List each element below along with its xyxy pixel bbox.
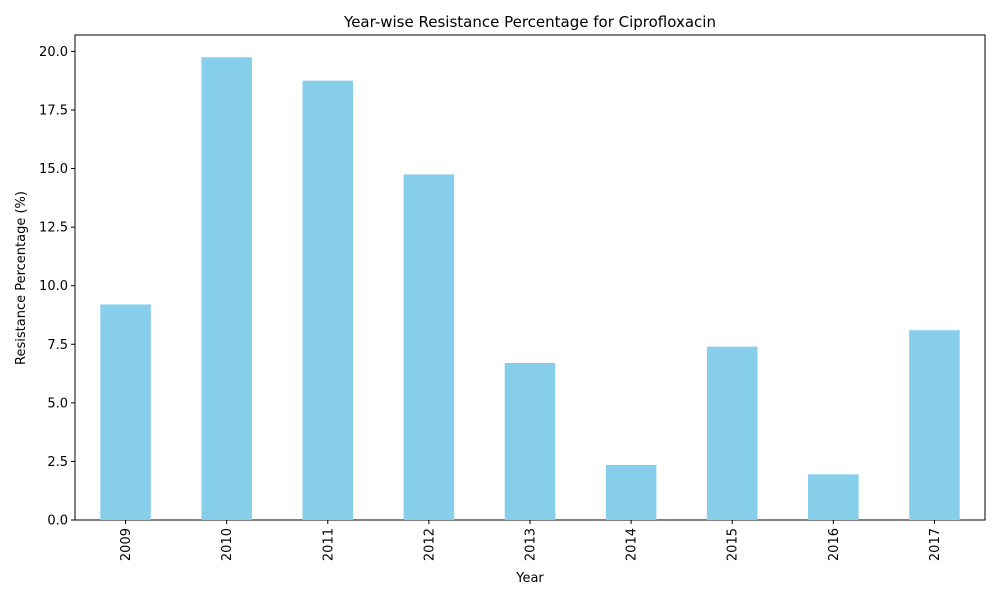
y-tick-label: 2.5	[47, 455, 68, 470]
x-tick-label: 2015	[726, 528, 741, 561]
y-tick-label: 5.0	[47, 396, 68, 411]
bar-2014	[605, 464, 657, 520]
y-axis-title: Resistance Percentage (%)	[14, 191, 29, 365]
x-tick-label: 2013	[524, 528, 539, 561]
x-axis: 2009 2010 2011 2012 2013 2014 2015 2016 2017	[119, 520, 943, 561]
bar-2016	[808, 474, 859, 520]
bar-2015	[706, 346, 758, 520]
x-tick-label: 2010	[220, 528, 235, 561]
x-tick-label: 2009	[119, 528, 134, 561]
x-tick-label: 2014	[625, 528, 640, 561]
bar-2010	[201, 57, 252, 520]
y-tick-label: 20.0	[39, 45, 68, 60]
bar-2013	[504, 363, 556, 520]
x-tick-label: 2012	[422, 528, 437, 561]
bar-2012	[403, 174, 455, 521]
y-axis: 0.0 2.5 5.0 7.5 10.0 12.5 15.0 17.5 20.0	[39, 45, 75, 529]
y-tick-label: 0.0	[47, 514, 68, 529]
y-tick-label: 7.5	[47, 338, 68, 353]
y-tick-label: 10.0	[39, 279, 68, 294]
chart-title: Year-wise Resistance Percentage for Cipr…	[343, 13, 716, 31]
bars	[100, 57, 960, 521]
x-tick-label: 2011	[321, 528, 336, 561]
bar-2011	[302, 80, 354, 520]
bar-2017	[909, 330, 960, 520]
bar-2009	[100, 304, 151, 520]
y-tick-label: 15.0	[39, 162, 68, 177]
y-tick-label: 12.5	[39, 221, 68, 236]
x-axis-title: Year	[515, 571, 544, 586]
y-tick-label: 17.5	[39, 103, 68, 118]
x-tick-label: 2017	[928, 528, 943, 561]
x-tick-label: 2016	[827, 528, 842, 561]
